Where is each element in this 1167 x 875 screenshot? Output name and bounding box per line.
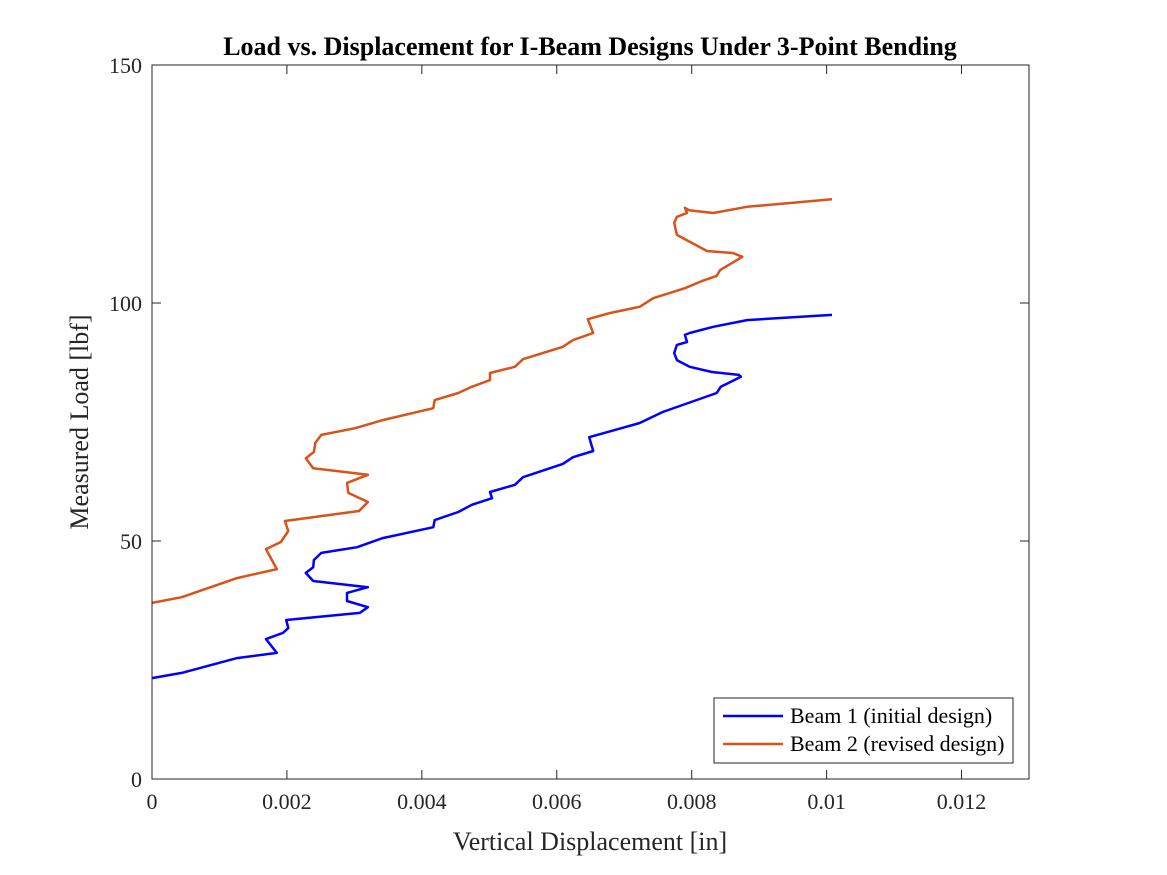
chart-title: Load vs. Displacement for I-Beam Designs… [223, 32, 957, 61]
x-axis-label: Vertical Displacement [in] [453, 827, 727, 856]
x-tick-label: 0.006 [532, 789, 582, 814]
y-tick-label: 100 [109, 291, 142, 316]
y-axis-label: Measured Load [lbf] [65, 314, 94, 529]
x-tick-label: 0.002 [262, 789, 312, 814]
legend-label-beam-1: Beam 1 (initial design) [790, 703, 992, 728]
axes-box [151, 64, 1030, 780]
legend-box [713, 697, 1014, 764]
x-tick-label: 0 [147, 789, 158, 814]
y-tick-label: 150 [109, 53, 142, 78]
ticks: 0 0.002 0.004 0.006 0.008 0.01 0.012 0 50 100 150 [109, 53, 1029, 814]
x-tick-label: 0.004 [397, 789, 447, 814]
series-layer [151, 197, 833, 680]
legend: Beam 1 (initial design) Beam 2 (revised … [713, 697, 1014, 764]
y-tick-label: 0 [131, 767, 142, 792]
y-tick-label: 50 [120, 529, 142, 554]
series-line-beam-1 [151, 313, 833, 680]
x-tick-label: 0.012 [937, 789, 987, 814]
series-line-beam-2 [151, 197, 833, 605]
x-tick-label: 0.008 [667, 789, 717, 814]
legend-label-beam-2: Beam 2 (revised design) [790, 731, 1004, 756]
x-tick-label: 0.01 [807, 789, 846, 814]
